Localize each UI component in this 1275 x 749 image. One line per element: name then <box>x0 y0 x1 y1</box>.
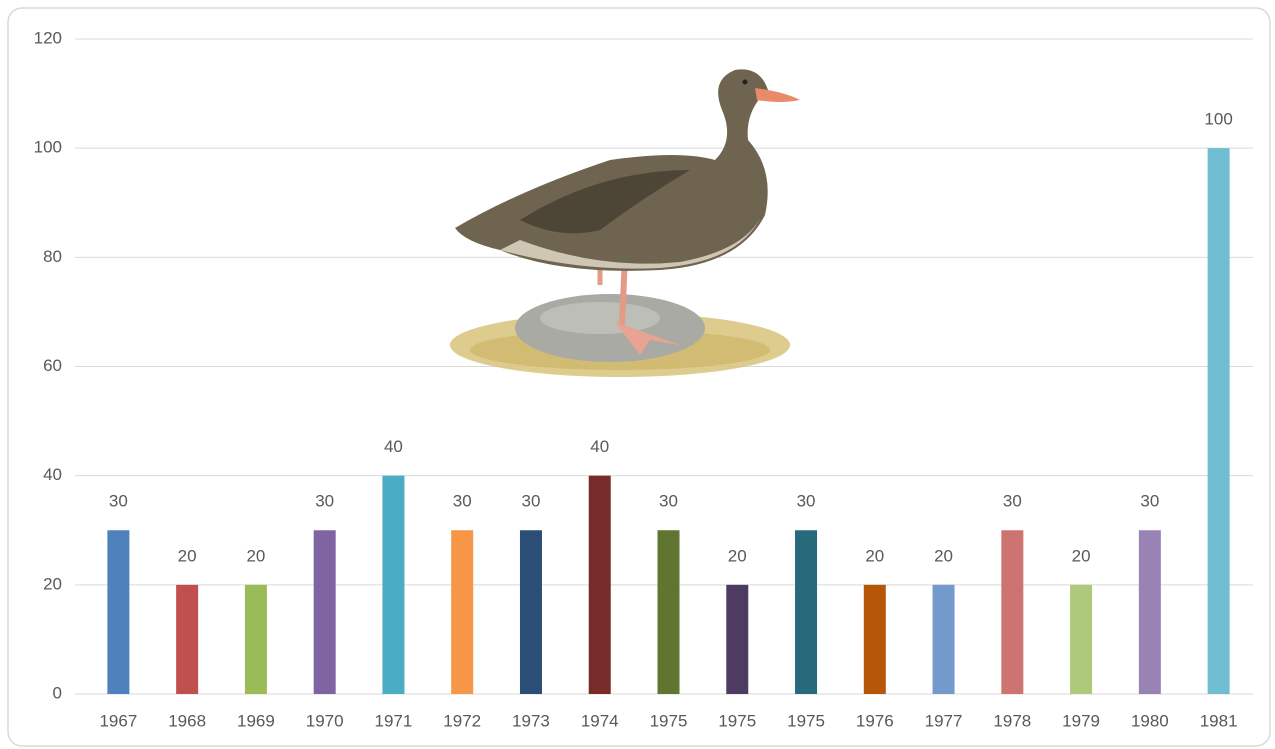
bar <box>520 530 542 694</box>
y-tick-label: 40 <box>43 465 62 484</box>
bar <box>314 530 336 694</box>
bar <box>658 530 680 694</box>
bar <box>382 476 404 694</box>
bar <box>245 585 267 694</box>
x-tick-label: 1972 <box>443 711 481 730</box>
data-label: 20 <box>728 546 747 565</box>
data-label: 20 <box>865 546 884 565</box>
x-tick-label: 1975 <box>718 711 756 730</box>
bar <box>176 585 198 694</box>
data-label: 40 <box>590 437 609 456</box>
data-label: 30 <box>522 492 541 511</box>
data-label: 20 <box>246 546 265 565</box>
data-label: 30 <box>1003 492 1022 511</box>
x-tick-label: 1977 <box>925 711 963 730</box>
data-label: 20 <box>934 546 953 565</box>
x-tick-label: 1971 <box>375 711 413 730</box>
data-label: 30 <box>659 492 678 511</box>
x-tick-label: 1976 <box>856 711 894 730</box>
x-tick-label: 1975 <box>650 711 688 730</box>
bar <box>1208 148 1230 694</box>
bar <box>1001 530 1023 694</box>
y-tick-label: 100 <box>34 138 62 157</box>
data-label: 30 <box>453 492 472 511</box>
x-tick-label: 1974 <box>581 711 619 730</box>
y-tick-label: 0 <box>53 683 62 702</box>
bar <box>1070 585 1092 694</box>
data-label: 30 <box>797 492 816 511</box>
y-tick-label: 80 <box>43 247 62 266</box>
y-tick-label: 120 <box>34 28 62 47</box>
bar <box>451 530 473 694</box>
bar <box>107 530 129 694</box>
data-label: 40 <box>384 437 403 456</box>
data-label: 100 <box>1204 110 1232 129</box>
bar <box>1139 530 1161 694</box>
x-tick-label: 1973 <box>512 711 550 730</box>
bar <box>933 585 955 694</box>
data-label: 30 <box>315 492 334 511</box>
chart: 0 20 40 60 80 100 120 1967 30 1968 20 1969 20 1970 30… <box>0 0 1275 749</box>
bar <box>589 476 611 694</box>
x-tick-label: 1980 <box>1131 711 1169 730</box>
x-tick-label: 1981 <box>1200 711 1238 730</box>
bar <box>726 585 748 694</box>
bar <box>864 585 886 694</box>
x-tick-label: 1970 <box>306 711 344 730</box>
y-tick-label: 60 <box>43 356 62 375</box>
x-tick-label: 1979 <box>1062 711 1100 730</box>
x-tick-label: 1968 <box>168 711 206 730</box>
x-tick-label: 1978 <box>993 711 1031 730</box>
x-tick-label: 1969 <box>237 711 275 730</box>
y-tick-label: 20 <box>43 574 62 593</box>
bar <box>795 530 817 694</box>
x-tick-label: 1975 <box>787 711 825 730</box>
data-label: 30 <box>109 492 128 511</box>
data-label: 30 <box>1140 492 1159 511</box>
data-label: 20 <box>178 546 197 565</box>
data-label: 20 <box>1072 546 1091 565</box>
x-tick-label: 1967 <box>99 711 137 730</box>
